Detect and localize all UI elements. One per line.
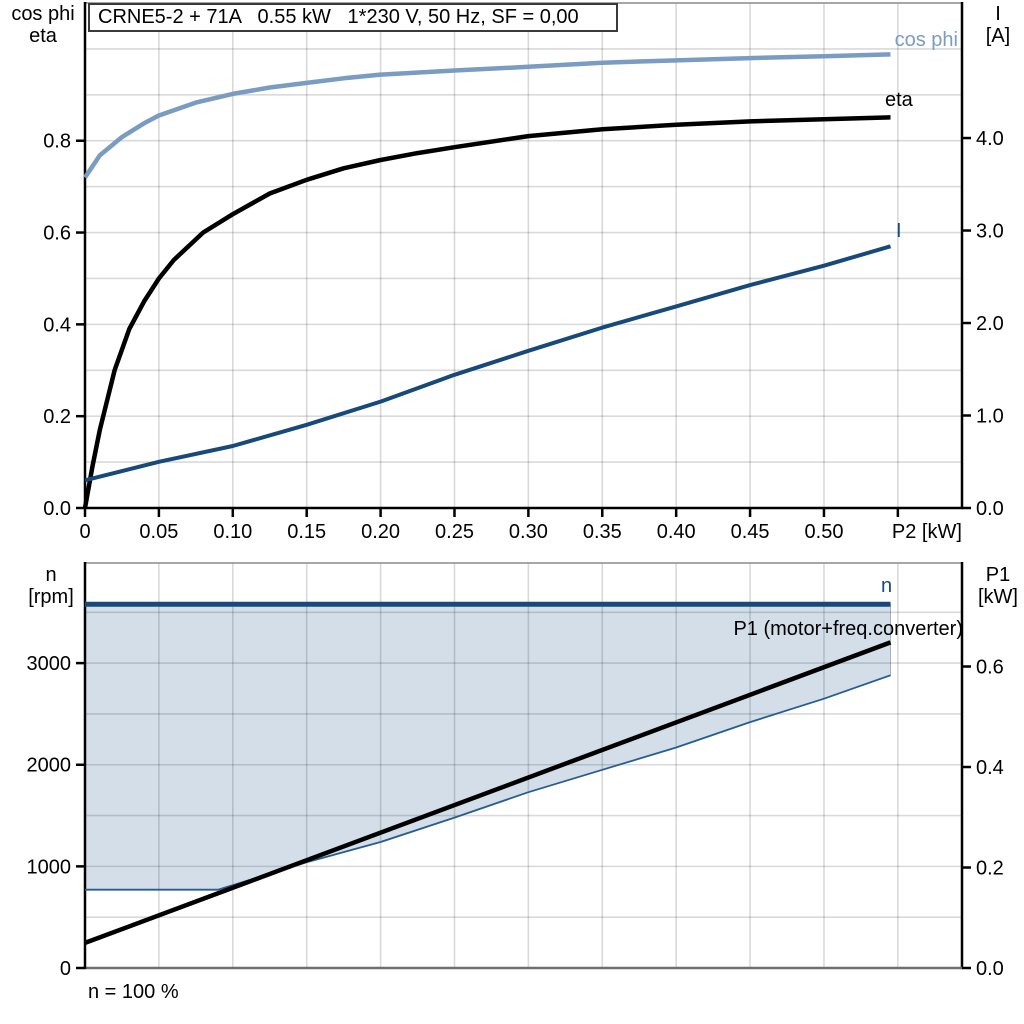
svg-text:0: 0 <box>60 958 71 980</box>
top-right-axis-label: I [A] <box>972 3 1024 47</box>
svg-text:4.0: 4.0 <box>976 128 1004 150</box>
svg-text:0.20: 0.20 <box>361 521 400 543</box>
gridlines <box>85 563 962 968</box>
svg-text:0.0: 0.0 <box>43 498 71 520</box>
series-eta <box>82 115 891 509</box>
svg-text:2000: 2000 <box>27 755 72 777</box>
bottom-right-axis-label: P1 [kW] <box>970 564 1024 608</box>
tick-labels: 0 1000 2000 3000 0.0 0.2 0.4 0.6 <box>27 653 1004 980</box>
chart-title-box: CRNE5-2 + 71A 0.55 kW 1*230 V, 50 Hz, SF… <box>88 3 618 32</box>
svg-text:0.6: 0.6 <box>43 223 71 245</box>
cos-phi-curve-label: cos phi <box>894 29 958 51</box>
axes-frame <box>76 562 971 970</box>
svg-text:P2 [kW]: P2 [kW] <box>892 521 962 543</box>
series-i <box>84 244 892 483</box>
svg-text:0.4: 0.4 <box>43 314 71 336</box>
svg-text:0.30: 0.30 <box>509 521 548 543</box>
top-performance-chart: 0 0.05 0.10 0.15 0.20 0.25 0.30 0.35 0.40 0.45 0.5… <box>43 2 1004 543</box>
svg-text:0.6: 0.6 <box>976 657 1004 679</box>
top-left-axis-label: cos phi eta <box>6 3 80 47</box>
svg-text:3.0: 3.0 <box>976 221 1004 243</box>
cos-phi-eta-axis-label-line1: cos phi <box>11 3 75 25</box>
series-cos-phi <box>83 52 891 179</box>
svg-text:0.2: 0.2 <box>976 858 1004 880</box>
series-p1-motor-freq-converter- <box>84 640 892 946</box>
svg-text:3000: 3000 <box>27 653 72 675</box>
speed-curve-label: n <box>881 575 893 597</box>
current-axis-label-line1: I <box>995 3 1001 25</box>
cos-phi-eta-axis-label-line2: eta <box>29 25 57 47</box>
svg-text:0: 0 <box>79 521 90 543</box>
p1-axis-label-line2: [kW] <box>978 586 1018 608</box>
axes-frame <box>76 2 971 517</box>
svg-text:0.10: 0.10 <box>213 521 252 543</box>
n-100-percent-label: n = 100 % <box>88 981 179 1003</box>
p1-axis-label-line1: P1 <box>985 564 1011 586</box>
svg-text:0.0: 0.0 <box>976 498 1004 520</box>
p1-curve-label: P1 (motor+freq.converter) <box>733 618 963 640</box>
gridlines <box>85 3 962 508</box>
eta-curve-label: eta <box>885 89 913 111</box>
svg-text:0.15: 0.15 <box>287 521 326 543</box>
svg-text:0.2: 0.2 <box>43 406 71 428</box>
svg-text:0.25: 0.25 <box>435 521 474 543</box>
tick-labels: 0 0.05 0.10 0.15 0.20 0.25 0.30 0.35 0.40 0.45 0.5… <box>43 128 1004 543</box>
speed-axis-label-line1: n <box>45 564 57 586</box>
svg-text:0.8: 0.8 <box>43 131 71 153</box>
speed-operating-range <box>84 603 891 891</box>
svg-text:0.50: 0.50 <box>805 521 844 543</box>
bottom-speed-power-chart: 0 1000 2000 3000 0.0 0.2 0.4 0.6 <box>27 562 1004 980</box>
svg-text:0.0: 0.0 <box>976 958 1004 980</box>
current-curve-label: I <box>896 220 902 242</box>
current-axis-label-line2: [A] <box>985 25 1011 47</box>
svg-text:2.0: 2.0 <box>976 313 1004 335</box>
svg-text:0.4: 0.4 <box>976 757 1004 779</box>
svg-text:0.45: 0.45 <box>731 521 770 543</box>
svg-text:1000: 1000 <box>27 856 72 878</box>
svg-text:0.35: 0.35 <box>583 521 622 543</box>
bottom-left-axis-label: n [rpm] <box>18 564 84 608</box>
svg-text:1.0: 1.0 <box>976 406 1004 428</box>
speed-axis-label-line2: [rpm] <box>28 586 74 608</box>
svg-text:0.05: 0.05 <box>139 521 178 543</box>
svg-text:0.40: 0.40 <box>657 521 696 543</box>
